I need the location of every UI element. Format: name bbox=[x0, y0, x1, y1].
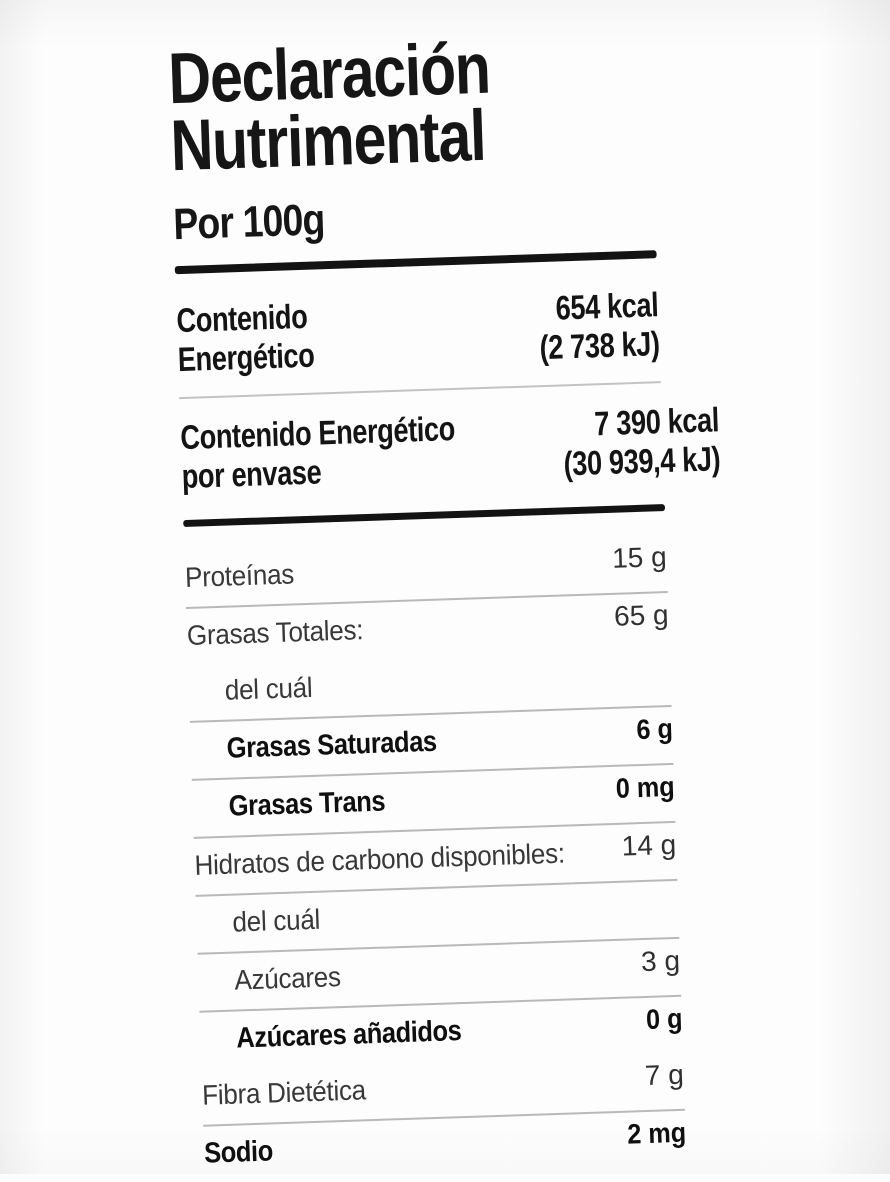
energy-value: 7 390 kcal (30 939,4 kJ) bbox=[562, 401, 721, 485]
energy-name: Contenido Energético por envase bbox=[180, 410, 457, 498]
label-title: Declaración Nutrimental bbox=[167, 22, 653, 187]
nutrient-value: 6 g bbox=[635, 712, 673, 745]
nutrient-name: del cuál bbox=[224, 671, 313, 706]
nutrient-name: Grasas Totales: bbox=[186, 613, 364, 651]
nutrient-name: Proteínas bbox=[184, 558, 295, 593]
energy-name-line2: Energético bbox=[177, 336, 315, 380]
nutrient-name: del cuál bbox=[231, 903, 321, 938]
energy-value-kcal: 7 390 kcal bbox=[593, 401, 720, 444]
nutrient-value: 14 g bbox=[621, 828, 677, 862]
energy-value: 654 kcal (2 738 kJ) bbox=[538, 286, 661, 369]
energy-row-per-100g: Contenido Energético 654 kcal (2 738 kJ) bbox=[175, 258, 661, 397]
energy-name: Contenido Energético bbox=[176, 298, 315, 381]
nutrient-table: Proteínas 15 g Grasas Totales: 65 g del … bbox=[184, 534, 687, 1182]
nutrient-name: Grasas Trans bbox=[228, 785, 386, 823]
serving-size: Por 100g bbox=[172, 195, 326, 250]
energy-name-line1: Contenido bbox=[175, 297, 308, 341]
nutrient-name: Hidratos de carbono disponibles: bbox=[194, 837, 566, 881]
nutrient-name: Sodio bbox=[203, 1135, 274, 1170]
nutrient-value: 0 mg bbox=[614, 770, 675, 804]
nutrient-name: Grasas Saturadas bbox=[226, 725, 438, 765]
nutrient-value: 3 g bbox=[640, 944, 681, 977]
energy-value-kj: (30 939,4 kJ) bbox=[563, 440, 722, 484]
nutrient-value: 2 mg bbox=[626, 1116, 687, 1150]
energy-value-kcal: 654 kcal bbox=[555, 286, 659, 328]
label-title-line2: Nutrimental bbox=[169, 95, 487, 187]
energy-row-per-package: Contenido Energético por envase 7 390 kc… bbox=[179, 383, 721, 520]
nutrient-value: 7 g bbox=[644, 1058, 685, 1091]
nutrition-label: Declaración Nutrimental Por 100g Conteni… bbox=[167, 22, 721, 1182]
nutrient-name: Azúcares bbox=[233, 960, 342, 996]
energy-value-kj: (2 738 kJ) bbox=[539, 325, 661, 368]
nutrient-value: 65 g bbox=[613, 598, 670, 632]
nutrient-value: 0 g bbox=[645, 1002, 683, 1035]
nutrient-name: Fibra Dietética bbox=[201, 1073, 367, 1111]
nutrient-name: Azúcares añadidos bbox=[235, 1014, 462, 1055]
energy-name-line2: por envase bbox=[181, 453, 322, 497]
nutrient-value: 15 g bbox=[611, 540, 668, 574]
